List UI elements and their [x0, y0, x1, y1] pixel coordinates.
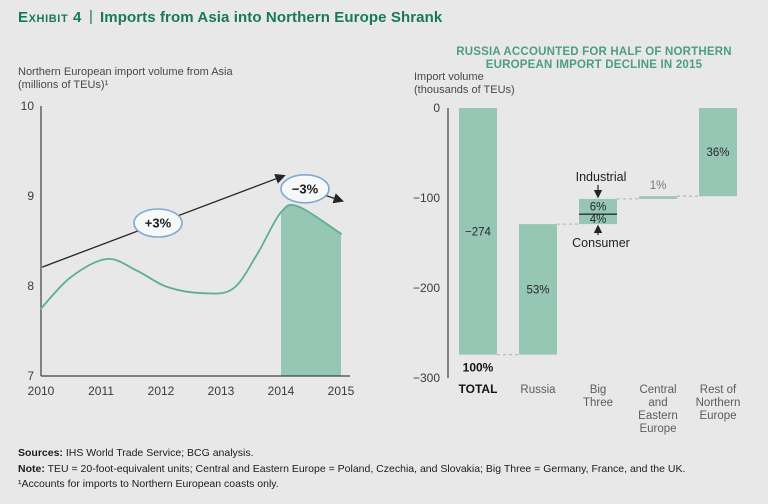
bar-label-russia: 53% — [526, 284, 549, 296]
segment-label-industrial: 6% — [590, 202, 607, 214]
x-tick-label: 2014 — [268, 384, 295, 398]
category-label-central-and-eastern-europe: Central — [639, 384, 676, 396]
right-chart-axis-header: Import volume (thousands of TEUs) — [414, 71, 515, 96]
import-volume-line-chart: +3% −3% 10 9 8 7 2010 2011 2012 2013 2014 2015 — [21, 99, 355, 398]
category-label-russia: Russia — [520, 384, 556, 396]
title-separator: | — [88, 8, 93, 25]
bar-label-rest-of-northern-europe: 36% — [706, 147, 729, 159]
waterfall-segment-industrial — [579, 198, 617, 215]
y-tick-label: 7 — [27, 369, 34, 383]
growth-rate-badge — [133, 208, 183, 238]
x-tick-label: 2012 — [148, 384, 175, 398]
category-label-central-and-eastern-europe: and — [648, 397, 667, 409]
right-chart-title-line1: RUSSIA ACCOUNTED FOR HALF OF NORTHERN — [456, 46, 732, 58]
exhibit-title: Imports from Asia into Northern Europe S… — [99, 9, 443, 26]
category-label-big-three: Big — [590, 384, 607, 396]
segment-label-consumer: 4% — [590, 214, 607, 226]
industrial-annotation: Industrial — [576, 170, 627, 184]
right-chart-axis-label-line1: Import volume — [414, 71, 484, 83]
y-tick-label: 8 — [27, 279, 34, 293]
x-tick-label: 2010 — [28, 384, 55, 398]
waterfall-bar-central-and-eastern-europe — [639, 196, 677, 199]
left-chart-axis-header: Northern European import volume from Asi… — [18, 66, 233, 91]
y-tick-label: −300 — [413, 371, 440, 385]
y-tick-label: −100 — [413, 191, 440, 205]
note-text: TEU = 20-foot-equivalent units; Central … — [44, 462, 686, 475]
note-label: Note: — [18, 462, 45, 475]
category-label-rest-of-northern-europe: Europe — [699, 410, 736, 422]
sources-line: Sources: IHS World Trade Service; BCG an… — [18, 446, 754, 462]
import-volume-curve — [40, 203, 342, 310]
bar-label-total: −274 — [465, 226, 492, 238]
right-chart-axis-label-line2: (thousands of TEUs) — [414, 83, 515, 96]
y-tick-label: −200 — [413, 281, 440, 295]
waterfall-bar-rest-of-northern-europe — [699, 108, 737, 197]
sources-label: Sources: — [18, 447, 63, 459]
category-label-total: TOTAL — [459, 382, 498, 396]
category-label-central-and-eastern-europe: Europe — [639, 423, 676, 435]
footer-notes: Sources: IHS World Trade Service; BCG an… — [18, 446, 754, 493]
y-tick-label: 10 — [21, 99, 35, 113]
waterfall-segment-consumer — [579, 214, 617, 225]
waterfall-bar-total — [459, 108, 497, 355]
consumer-annotation: Consumer — [572, 236, 630, 250]
import-decline-waterfall-chart: 0 −100 −200 −300 −274 100% TOTAL 53% Russia 4%6% I… — [413, 101, 741, 435]
waterfall-bar-russia — [519, 224, 557, 355]
category-label-rest-of-northern-europe: Northern — [696, 397, 741, 409]
exhibit-header: Exhibit 4 | Imports from Asia into Norther… — [18, 8, 443, 26]
footnote-line: ¹Accounts for imports to Northern Europe… — [18, 478, 279, 490]
x-tick-label: 2013 — [208, 384, 235, 398]
note-line: Note: TEU = 20-foot-equivalent units; Ce… — [18, 462, 754, 478]
decline-rate-badge — [280, 174, 330, 204]
y-tick-label: 9 — [27, 189, 34, 203]
x-tick-label: 2011 — [88, 384, 114, 398]
bar-label-central-and-eastern-europe: 1% — [650, 180, 667, 192]
growth-rate-label: +3% — [145, 216, 172, 231]
category-label-central-and-eastern-europe: Eastern — [638, 410, 678, 422]
left-chart-axis-label-line2: (millions of TEUs)¹ — [18, 78, 109, 91]
total-percent-label: 100% — [463, 361, 494, 375]
x-tick-label: 2015 — [328, 384, 355, 398]
decline-rate-label: −3% — [292, 181, 319, 196]
category-label-big-three: Three — [583, 397, 613, 409]
right-chart-title-line2: EUROPEAN IMPORT DECLINE IN 2015 — [485, 59, 703, 71]
shaded-area-2014-2015 — [281, 204, 341, 376]
sources-text: IHS World Trade Service; BCG analysis. — [62, 447, 254, 459]
category-label-rest-of-northern-europe: Rest of — [700, 384, 737, 396]
y-tick-label: 0 — [433, 101, 440, 115]
left-chart-axis-label-line1: Northern European import volume from Asi… — [18, 66, 233, 78]
right-chart-title: RUSSIA ACCOUNTED FOR HALF OF NORTHERN EU… — [424, 46, 764, 72]
exhibit-number: Exhibit 4 — [18, 9, 82, 26]
